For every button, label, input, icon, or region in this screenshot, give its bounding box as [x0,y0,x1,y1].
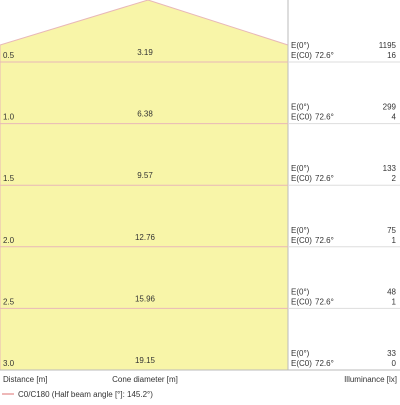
angle: 72.6° [315,51,334,60]
ec0-value: 16 [387,51,396,60]
cone-diameter: 19.15 [135,356,156,365]
angle: 72.6° [315,174,334,183]
angle: 72.6° [315,297,334,306]
footer-distance: Distance [m] [3,375,47,384]
ec0-value: 4 [392,113,397,122]
e0-value: 133 [383,164,397,173]
ec0-value: 1 [392,236,397,245]
e0-value: 48 [387,287,396,296]
cone-diameter: 6.38 [137,110,153,119]
ec0-label: E(C0) [291,236,312,245]
footer-diameter: Cone diameter [m] [112,375,178,384]
cone-diameter: 3.19 [137,48,153,57]
e0-value: 1195 [379,41,397,50]
ec0-value: 2 [392,174,397,183]
ec0-label: E(C0) [291,113,312,122]
ec0-value: 0 [392,359,397,368]
distance: 1.5 [3,174,15,183]
footer-illuminance: Illuminance [lx] [344,375,397,384]
distance: 1.0 [3,113,15,122]
ec0-value: 1 [392,297,397,306]
angle: 72.6° [315,113,334,122]
legend-text: C0/C180 (Half beam angle [°]: 145.2°) [18,390,153,399]
e0-label: E(0°) [291,287,310,296]
angle: 72.6° [315,236,334,245]
ec0-label: E(C0) [291,51,312,60]
e0-value: 75 [387,226,396,235]
e0-label: E(0°) [291,349,310,358]
cone-diameter: 12.76 [135,233,156,242]
e0-label: E(0°) [291,164,310,173]
e0-label: E(0°) [291,41,310,50]
ec0-label: E(C0) [291,359,312,368]
ec0-label: E(C0) [291,174,312,183]
cone-diameter: 9.57 [137,171,153,180]
e0-label: E(0°) [291,226,310,235]
angle: 72.6° [315,359,334,368]
e0-value: 299 [383,103,397,112]
ec0-label: E(C0) [291,297,312,306]
distance: 0.5 [3,51,15,60]
distance: 2.5 [3,297,15,306]
distance: 3.0 [3,359,15,368]
cone-diameter: 15.96 [135,294,156,303]
distance: 2.0 [3,236,15,245]
e0-value: 33 [387,349,396,358]
e0-label: E(0°) [291,103,310,112]
